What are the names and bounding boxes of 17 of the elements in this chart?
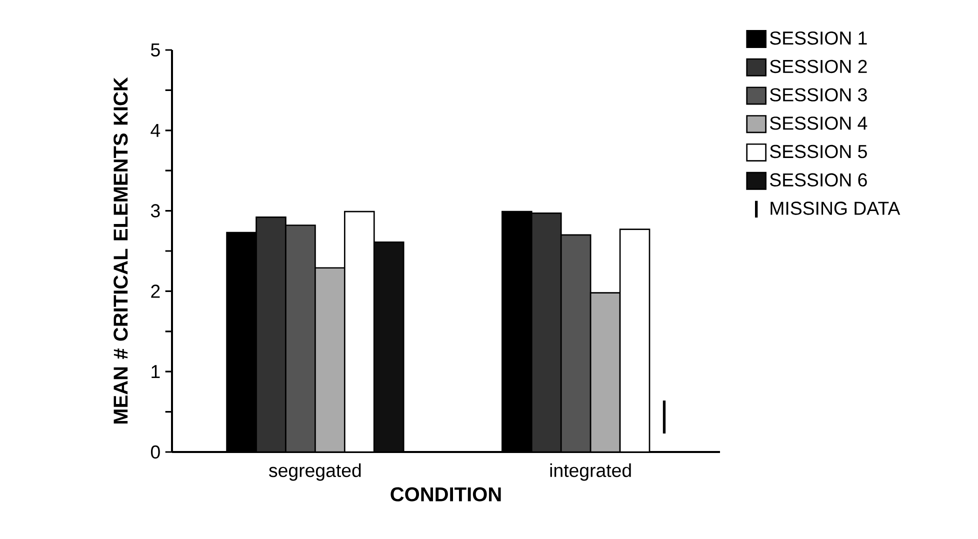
x-axis-title: CONDITION [390,487,501,502]
text: MISSING DATA [770,202,900,215]
y-axis-title: MEAN # CRITICAL ELEMENTS KICK [114,77,128,424]
y-tick-label: 3 [150,204,160,218]
legend-label: SESSION 3 [770,88,867,102]
legend-label: SESSION 6 [770,173,867,187]
y-tick-label: 0 [150,445,160,459]
y-tick-label: 2 [151,284,160,298]
x-tick-label: segregated [269,463,361,481]
y-tick-label: 1 [152,365,160,378]
y-tick-label: 5 [150,43,160,57]
legend-label: SESSION 5 [770,144,867,158]
legend-label: SESSION 1 [770,31,867,45]
legend-label: SESSION 4 [770,116,868,130]
x-tick-label: integrated [550,463,631,481]
legend-label: SESSION 2 [770,60,867,74]
y-tick-label: 4 [150,124,160,137]
